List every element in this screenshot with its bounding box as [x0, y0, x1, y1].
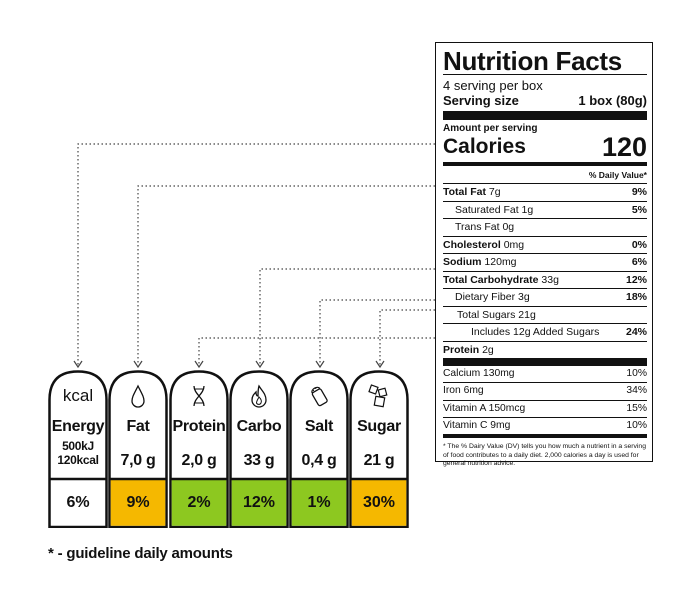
badge-percent: 30%: [362, 494, 396, 511]
vitamin-row-vitamin-a: Vitamin A 150mcg 15%: [443, 399, 647, 417]
connector-carbo: [259, 268, 435, 365]
badge-percent: 12%: [242, 494, 276, 511]
daily-value-header: % Daily Value*: [588, 170, 647, 180]
amount-per-serving: Amount per serving: [443, 123, 538, 134]
connector-calories: [77, 143, 435, 365]
badge-percent: 6%: [66, 494, 90, 511]
vitamin-row-iron: Iron 6mg 34%: [443, 382, 647, 399]
nutrient-row-trans-fat: Trans Fat 0g: [443, 218, 647, 236]
guideline-footnote: * - guideline daily amounts: [48, 545, 233, 562]
badge-energy: kcal Energy 500kJ 120kcal 6%: [48, 370, 108, 528]
calories-label: Calories: [443, 135, 526, 158]
badge-percent: 9%: [126, 494, 150, 511]
badge-value: 2,0 g: [181, 452, 217, 469]
nutrient-row-protein: Protein 2g: [443, 340, 647, 359]
flame-icon: [251, 384, 267, 408]
nutrient-row-saturated-fat: Saturated Fat 1g 5%: [443, 200, 647, 219]
nutrient-row-sodium: Sodium 120mg 6%: [443, 253, 647, 271]
badge-fat: Fat 7,0 g 9%: [108, 370, 168, 528]
kcal-icon: kcal: [62, 386, 94, 405]
badge-value: 7,0 g: [120, 452, 156, 469]
serving-size-row: Serving size 1 box (80g): [443, 93, 647, 108]
vitamin-row-vitamin-c: Vitamin C 9mg 10%: [443, 416, 647, 434]
badge-name: Protein: [172, 418, 226, 435]
dna-icon: [193, 385, 205, 407]
connector-fat: [137, 185, 435, 365]
serving-size-value: 1 box (80g): [578, 93, 647, 108]
badge-percent: 2%: [187, 494, 211, 511]
salt-shaker-icon: [311, 386, 328, 407]
nutrient-row-total-sugars: Total Sugars 21g: [443, 305, 647, 324]
badge-percent: 1%: [307, 494, 331, 511]
drop-icon: [131, 384, 145, 408]
serving-size-label: Serving size: [443, 93, 519, 108]
nutrient-row-total-fat: Total Fat 7g 9%: [443, 183, 647, 201]
thick-divider: [443, 358, 647, 366]
badge-carbo: Carbo 33 g 12%: [229, 370, 289, 528]
nutrient-row-total-carbohydrate: Total Carbohydrate 33g 12%: [443, 270, 647, 289]
badge-value: 21 g: [363, 452, 395, 469]
badge-name: Energy: [51, 418, 105, 435]
vitamin-row-calcium: Calcium 130mg 10%: [443, 368, 647, 379]
calories-row: Calories 120: [443, 132, 647, 162]
badge-name: Fat: [126, 418, 150, 435]
badge-sugar: Sugar 21 g 30%: [349, 370, 409, 528]
badge-protein: Protein 2,0 g 2%: [169, 370, 229, 528]
badge-value: 0,4 g: [301, 452, 337, 469]
nutrient-row-added-sugars: Includes 12g Added Sugars 24%: [443, 323, 647, 341]
servings-per-container: 4 serving per box: [443, 78, 543, 93]
sugar-cubes-icon: [368, 384, 388, 408]
badge-value-kj: 500kJ 120kcal: [57, 439, 99, 467]
badge-name: Salt: [304, 418, 334, 435]
badge-name: Carbo: [236, 418, 282, 435]
nutrient-row-dietary-fiber: Dietary Fiber 3g 18%: [443, 288, 647, 306]
badge-value: 33 g: [243, 452, 275, 469]
nutrient-row-cholesterol: Cholesterol 0mg 0%: [443, 235, 647, 254]
calories-value: 120: [601, 132, 647, 162]
nutrition-footnote: * The % Dairy Value (DV) tells you how m…: [443, 434, 647, 469]
medium-divider: [443, 162, 647, 166]
connector-protein: [198, 337, 435, 365]
thick-divider: [443, 111, 647, 120]
badge-name: Sugar: [357, 418, 401, 435]
nutrition-facts-panel: Nutrition Facts 4 serving per box Servin…: [435, 42, 653, 467]
nutrition-facts-title: Nutrition Facts: [443, 46, 622, 76]
badge-salt: Salt 0,4 g 1%: [289, 370, 349, 528]
